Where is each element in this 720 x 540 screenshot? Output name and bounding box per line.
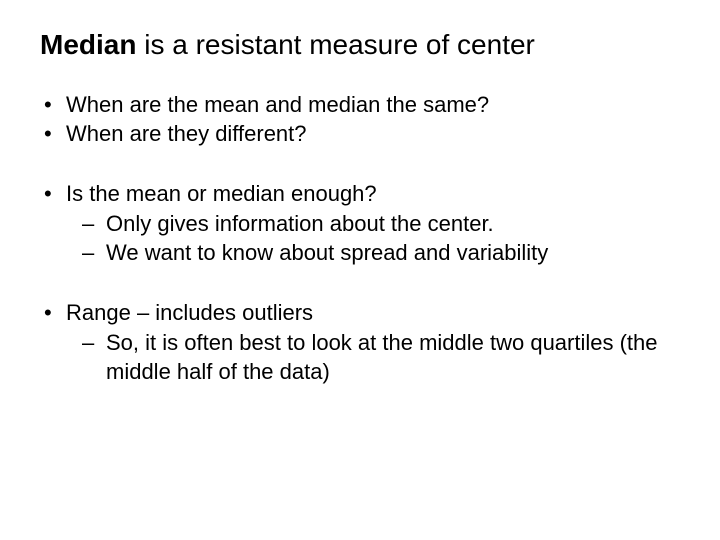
sub-list: Only gives information about the center.… xyxy=(66,209,680,268)
bullet-list: Range – includes outliers So, it is ofte… xyxy=(40,298,680,387)
spacer xyxy=(40,268,680,298)
spacer xyxy=(40,149,680,179)
list-item: Range – includes outliers So, it is ofte… xyxy=(40,298,680,387)
list-item: When are they different? xyxy=(40,119,680,149)
title-bold-word: Median xyxy=(40,29,136,60)
sub-list-item: So, it is often best to look at the midd… xyxy=(80,328,680,387)
slide-title: Median is a resistant measure of center xyxy=(40,28,680,62)
sub-list: So, it is often best to look at the midd… xyxy=(66,328,680,387)
bullet-list: Is the mean or median enough? Only gives… xyxy=(40,179,680,268)
bullet-text: We want to know about spread and variabi… xyxy=(106,240,548,265)
bullet-text: So, it is often best to look at the midd… xyxy=(106,330,658,385)
title-rest: is a resistant measure of center xyxy=(136,29,534,60)
bullet-text: When are the mean and median the same? xyxy=(66,92,489,117)
list-item: Is the mean or median enough? Only gives… xyxy=(40,179,680,268)
bullet-text: When are they different? xyxy=(66,121,307,146)
bullet-text: Range – includes outliers xyxy=(66,300,313,325)
sub-list-item: Only gives information about the center. xyxy=(80,209,680,239)
sub-list-item: We want to know about spread and variabi… xyxy=(80,238,680,268)
bullet-text: Only gives information about the center. xyxy=(106,211,494,236)
bullet-list: When are the mean and median the same? W… xyxy=(40,90,680,149)
slide: Median is a resistant measure of center … xyxy=(0,0,720,540)
list-item: When are the mean and median the same? xyxy=(40,90,680,120)
bullet-text: Is the mean or median enough? xyxy=(66,181,377,206)
